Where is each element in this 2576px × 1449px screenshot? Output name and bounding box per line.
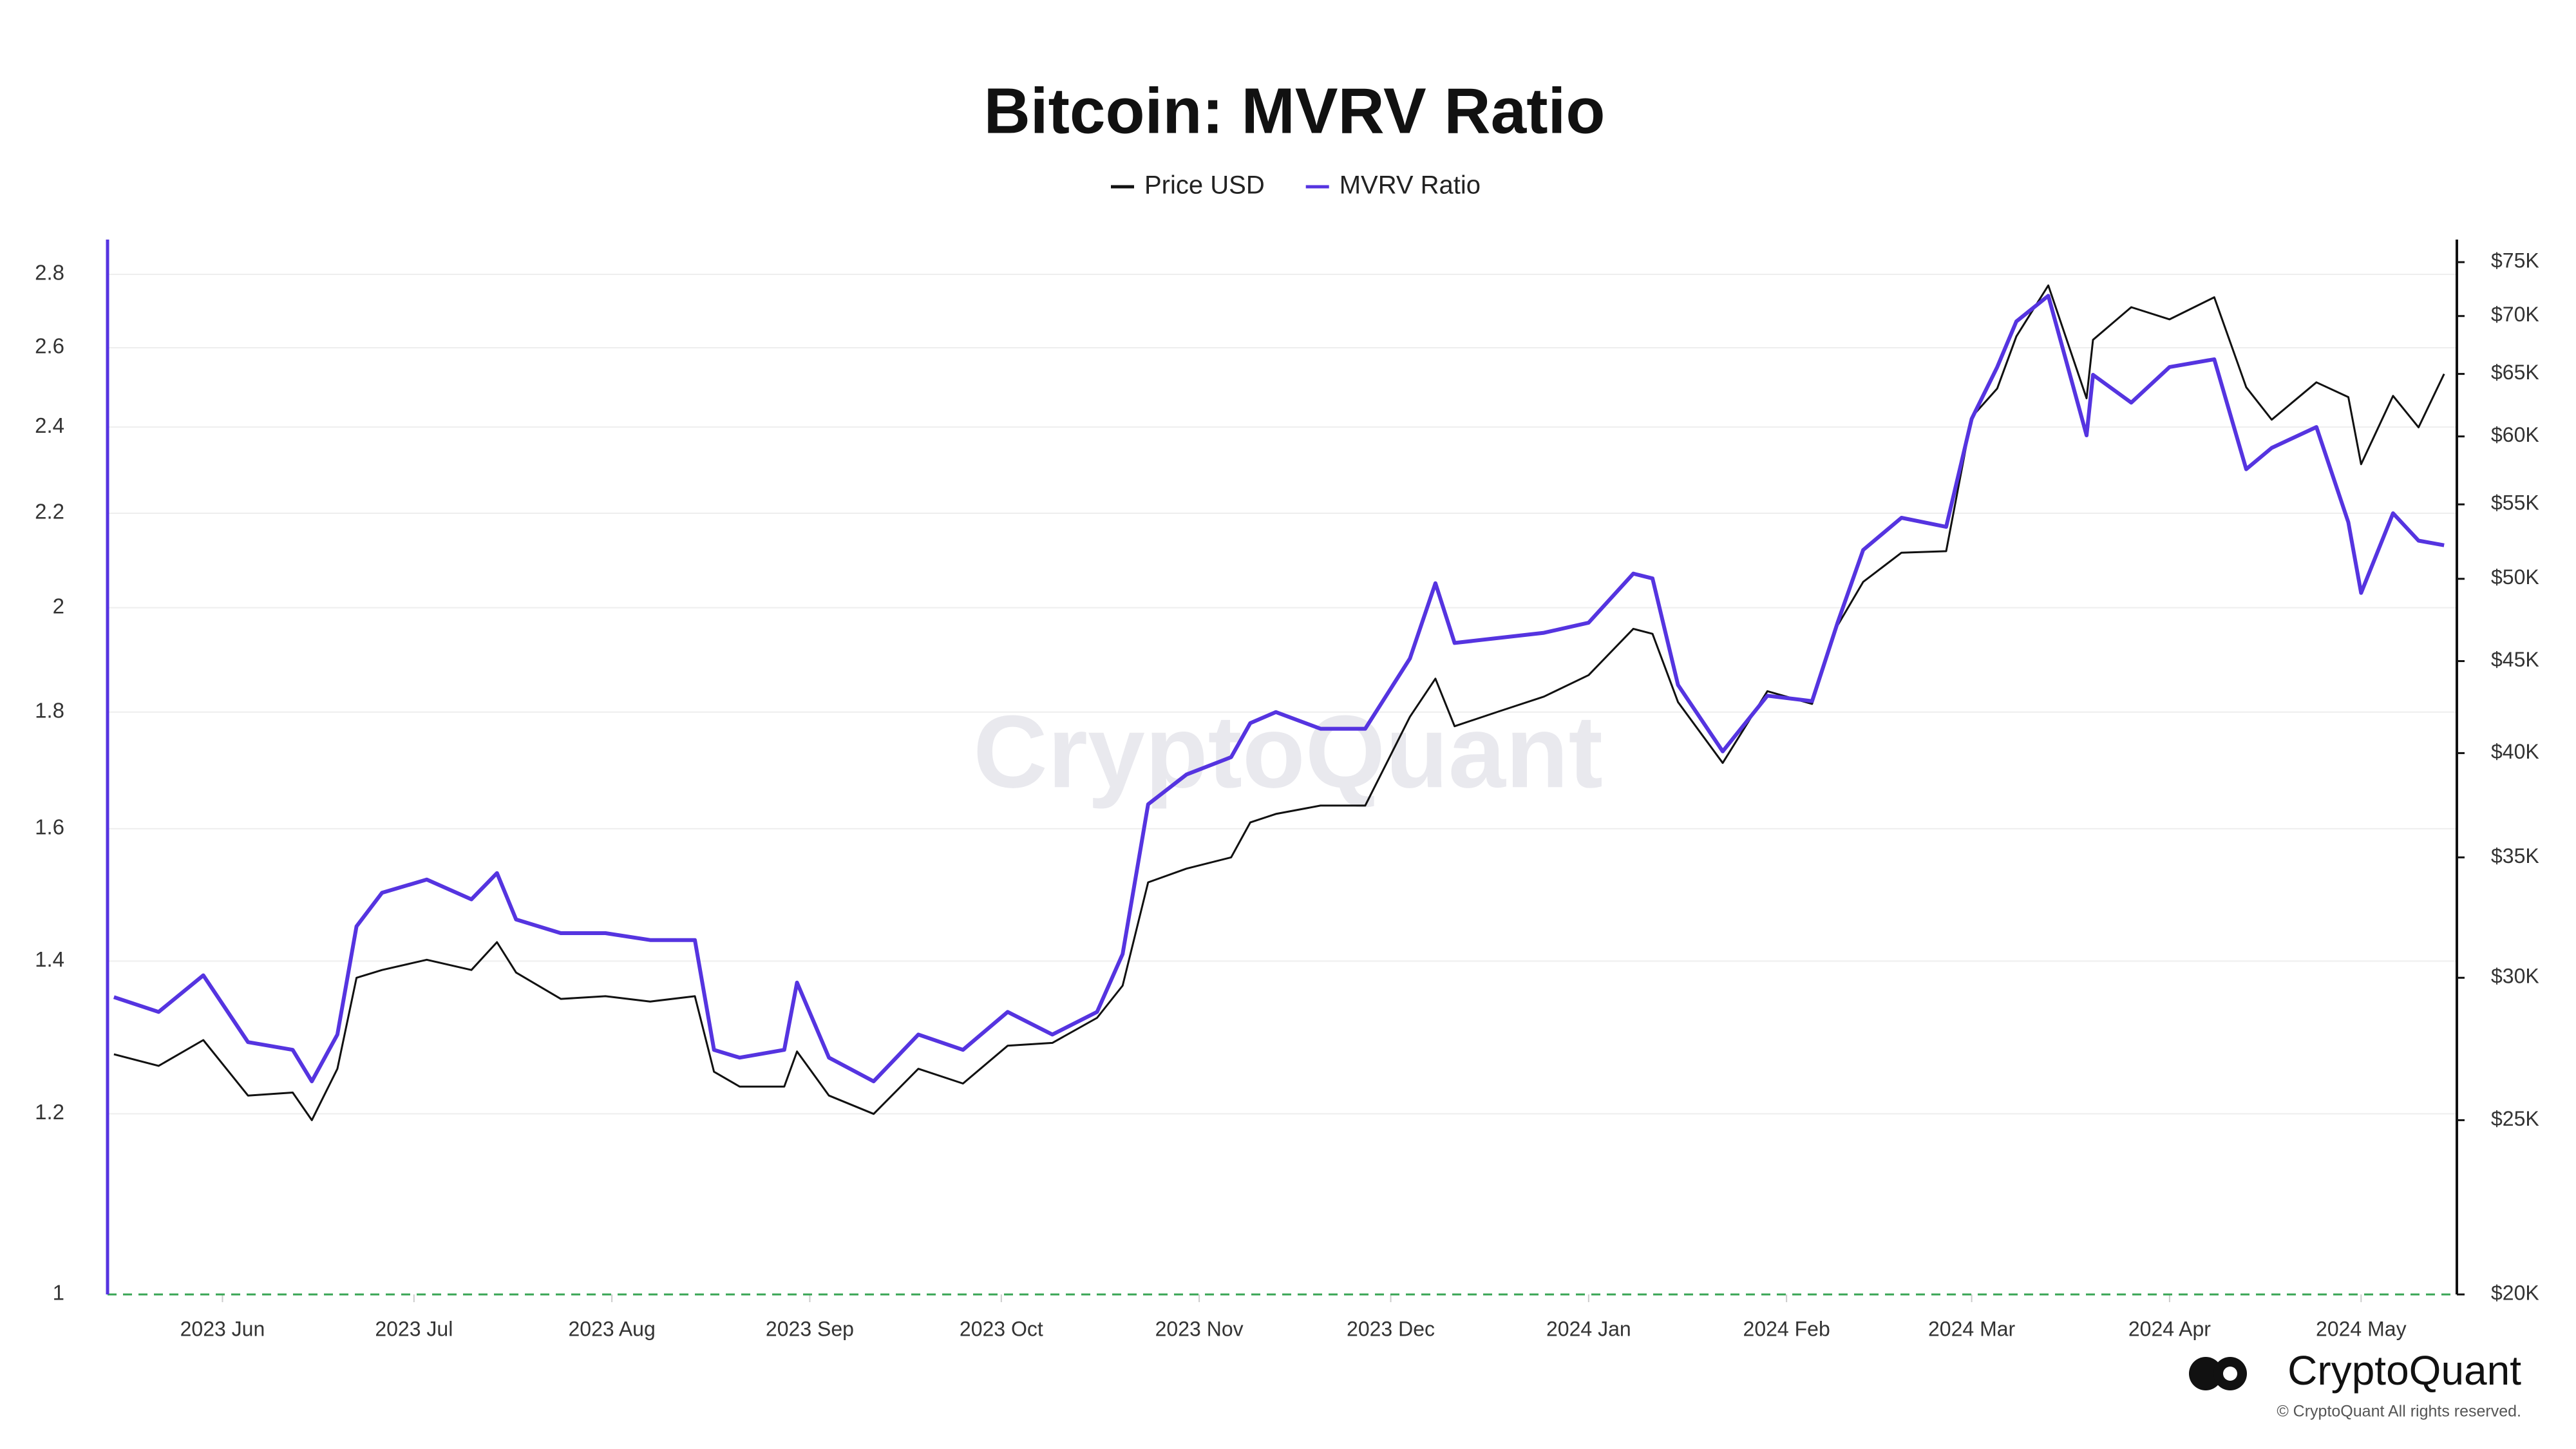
legend-label: MVRV Ratio [1340,171,1481,200]
y2-tick-label: $35K [2491,844,2539,867]
x-tick-label: 2023 Jun [180,1317,265,1340]
y-tick-label: 1.2 [35,1100,64,1124]
series-line [113,294,2445,1084]
y-tick-label: 2.8 [35,261,64,285]
watermark: CryptoQuant [973,694,1603,809]
y-tick-label: 2.6 [35,334,64,358]
y-tick-label: 1.6 [35,815,64,839]
y-tick-label: 2.4 [35,413,64,437]
x-tick-label: 2024 Jan [1546,1317,1631,1340]
logo-icon [2223,1367,2237,1381]
x-tick-label: 2023 Aug [569,1317,656,1340]
y-tick-label: 1.4 [35,947,64,971]
y2-tick-label: $55K [2491,491,2539,515]
chart-title: Bitcoin: MVRV Ratio [984,75,1605,147]
x-tick-label: 2024 May [2316,1317,2407,1340]
y2-tick-label: $40K [2491,740,2539,763]
brand-logo [2189,1357,2247,1390]
x-tick-label: 2024 Mar [1928,1317,2016,1340]
y-tick-label: 2.2 [35,500,64,524]
x-tick-label: 2023 Jul [375,1317,453,1340]
x-tick-label: 2024 Feb [1743,1317,1830,1340]
y2-tick-label: $75K [2491,249,2539,272]
brand-name: CryptoQuant [2287,1347,2521,1394]
y2-tick-label: $45K [2491,648,2539,671]
y-tick-label: 1.8 [35,698,64,722]
logo-icon [2189,1357,2222,1390]
y2-tick-label: $60K [2491,423,2539,446]
y-tick-label: 1 [53,1281,64,1305]
copyright: © CryptoQuant All rights reserved. [2277,1403,2521,1421]
y2-tick-label: $70K [2491,303,2539,326]
legend-label: Price USD [1144,171,1265,200]
x-tick-label: 2023 Sep [766,1317,854,1340]
y2-tick-label: $50K [2491,565,2539,589]
x-tick-label: 2024 Apr [2128,1317,2211,1340]
x-tick-label: 2023 Nov [1155,1317,1244,1340]
x-tick-label: 2023 Dec [1347,1317,1435,1340]
y2-tick-label: $20K [2491,1281,2539,1304]
y2-tick-label: $30K [2491,965,2539,988]
x-tick-label: 2023 Oct [960,1317,1043,1340]
y2-tick-label: $65K [2491,361,2539,384]
y-tick-label: 2 [53,594,64,618]
y2-tick-label: $25K [2491,1107,2539,1130]
series-line [113,284,2445,1121]
